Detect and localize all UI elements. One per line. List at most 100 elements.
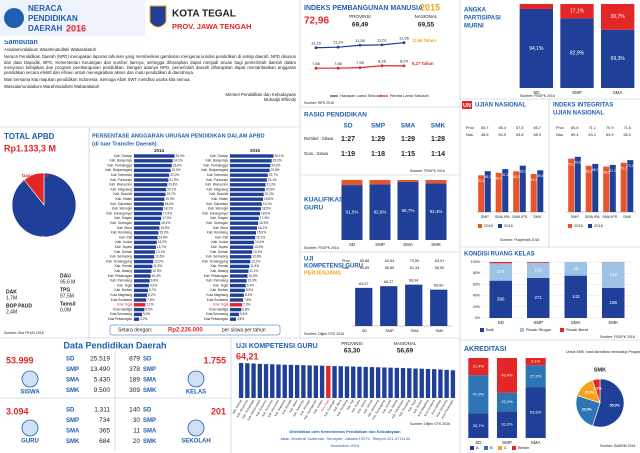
- point: [336, 45, 340, 49]
- source: Sumber: PDSPK 2016: [520, 94, 555, 98]
- value-label: 66,37: [384, 280, 394, 284]
- bar: [230, 283, 246, 288]
- level: SMA: [143, 378, 157, 384]
- bar: [574, 156, 581, 212]
- bar: [357, 366, 362, 398]
- value-label: 16,2%: [258, 226, 267, 230]
- category-label: Kab. Pati: [215, 235, 228, 239]
- section-title: ANGKA: [464, 8, 487, 14]
- item-value: 95,6 M: [60, 279, 75, 285]
- value-label: 23,3%: [501, 399, 513, 404]
- category-label: Kab. Sukoharjo: [206, 202, 228, 206]
- category-label: Kab. Purbalingga: [204, 163, 229, 167]
- category-label: Kota Surakarta: [111, 298, 132, 302]
- value-label: 12,6%: [155, 255, 164, 259]
- category-label: Kab. Blora: [213, 226, 228, 230]
- bar: [627, 160, 634, 212]
- value-label: 60,60: [434, 284, 444, 288]
- category-label: Kota Tegal: [320, 399, 330, 413]
- source: Sumber: Ditjen GTK 2016: [410, 422, 450, 426]
- point: [380, 43, 384, 47]
- value-label: 7,3%: [243, 303, 250, 307]
- bar: [134, 226, 160, 230]
- legend-label: B: [490, 445, 493, 450]
- category-label: Kab. Purworejo: [206, 178, 228, 182]
- value-label: 5,0%: [143, 312, 150, 316]
- icon: [187, 370, 205, 388]
- value-label: 24,1%: [174, 159, 183, 163]
- value-label: 5,0%: [594, 386, 603, 390]
- bar: [438, 369, 443, 398]
- bar: [230, 221, 259, 225]
- category-label: SD: [349, 242, 356, 247]
- value-label: 20,2%: [265, 192, 274, 196]
- legend-label: Rerata Lama Sekolah: [390, 93, 429, 98]
- value-label: 14,4%: [255, 240, 264, 244]
- item-value: 0,0M: [60, 307, 71, 313]
- section-title: AKREDITASI: [464, 346, 506, 353]
- bar: [230, 183, 266, 187]
- legend-swatch: [520, 328, 524, 332]
- value-label: 5,4%: [240, 312, 247, 316]
- bar-segment: [425, 180, 447, 184]
- category-label: Kab. Temanggung: [202, 259, 228, 263]
- bar: [134, 173, 170, 177]
- item-label: TPG: [60, 287, 70, 293]
- category-label: Kota Tegal: [213, 303, 228, 307]
- bar: [134, 312, 142, 317]
- bar: [230, 279, 247, 283]
- y-tick-label: 0%: [475, 316, 481, 320]
- bar: [413, 368, 418, 398]
- category-label: Kab. Kudus: [350, 398, 361, 413]
- bar: [134, 231, 159, 235]
- section-title: UJI KOMPETENSI GURU: [236, 343, 318, 350]
- bar: [355, 287, 373, 326]
- logo: [4, 8, 24, 28]
- value-label: 65,0: [603, 170, 610, 174]
- bar: [407, 368, 412, 398]
- bar-segment: [600, 29, 635, 88]
- bar-segment: [525, 365, 546, 388]
- nas-value: 61,34: [410, 266, 420, 270]
- value-label: 20,1%: [167, 187, 176, 191]
- legend-swatch: [560, 328, 564, 332]
- category-label: SMA IPA: [495, 215, 510, 219]
- value-label: 9,3%: [150, 283, 157, 287]
- category-label: Kab. Brebes: [114, 288, 132, 292]
- bar: [134, 245, 156, 249]
- category-label: Kab. Banjarnegara: [105, 168, 132, 172]
- bar: [134, 293, 148, 297]
- bar-segment: [527, 277, 550, 318]
- bar: [519, 165, 526, 212]
- prov-value: 63,30: [344, 348, 361, 355]
- category-label: Kab. Kebumen: [111, 173, 132, 177]
- value-label: 14,2%: [158, 240, 167, 244]
- pie-slice: [23, 172, 45, 206]
- bar: [134, 159, 173, 163]
- category-label: Kab. Batang: [114, 269, 132, 273]
- bar: [425, 368, 431, 398]
- value-label: 19,7%: [167, 192, 176, 196]
- nas-value: 50,9: [499, 133, 506, 137]
- source: Sumber: PDSPK 2016: [600, 335, 635, 339]
- value-label: 12,8%: [252, 255, 261, 259]
- nas-value: 63,2: [589, 133, 596, 137]
- value-label: 18,1%: [164, 207, 173, 211]
- category-label: Kab. Demak: [114, 250, 132, 254]
- value-label: 10,5%: [249, 274, 258, 278]
- section-title: UJIAN NASIONAL: [553, 111, 604, 117]
- value-label: 11,24: [333, 40, 343, 45]
- section-year: 2015: [420, 2, 440, 12]
- category-label: SMA IPS: [602, 215, 618, 219]
- source: Sumber: Bos PKUN 2016: [4, 331, 44, 335]
- prov-value: 71,1: [589, 126, 596, 130]
- bar: [230, 259, 251, 264]
- bar: [363, 366, 368, 398]
- bar: [620, 162, 627, 212]
- category-label: Kab. Batang: [210, 269, 228, 273]
- y-tick-label: 40%: [473, 294, 481, 298]
- value-label: 94,4%: [430, 209, 443, 214]
- category-label: SD: [362, 329, 368, 333]
- value-label: 20,8%: [168, 183, 177, 187]
- bar: [230, 187, 265, 192]
